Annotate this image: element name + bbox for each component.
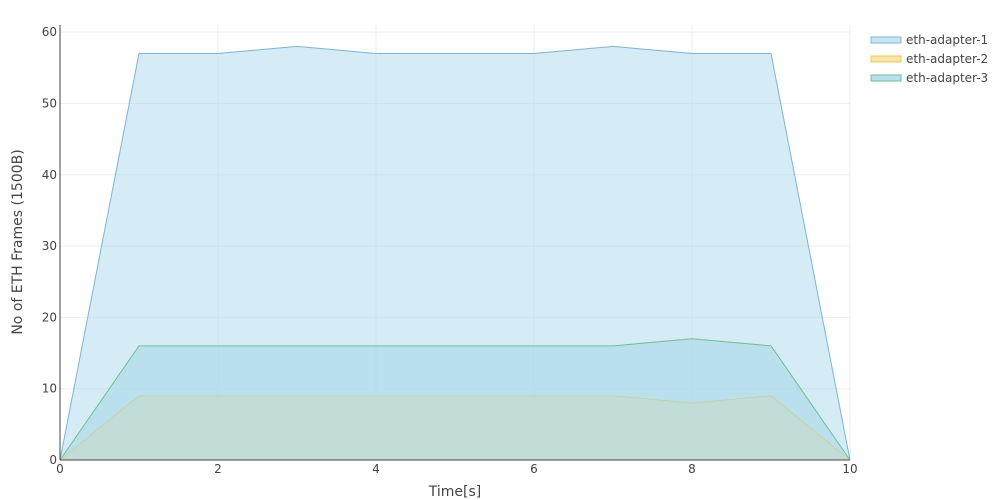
area-fill-eth-adapter-3 (60, 338, 850, 460)
x-tick-label: 0 (56, 462, 64, 476)
axes (59, 25, 850, 461)
legend-swatch-eth-adapter-1[interactable] (870, 36, 902, 44)
legend-swatch-eth-adapter-3[interactable] (870, 74, 902, 82)
legend-label-eth-adapter-2[interactable]: eth-adapter-2 (906, 52, 988, 66)
x-axis-title: Time[s] (428, 484, 481, 500)
x-tick-label: 10 (842, 462, 857, 476)
x-tick-label: 2 (214, 462, 222, 476)
x-tick-label: 8 (688, 462, 696, 476)
x-tick-label: 6 (530, 462, 538, 476)
y-tick-label: 30 (42, 239, 57, 253)
y-tick-label: 0 (49, 453, 57, 467)
x-tick-label: 4 (372, 462, 380, 476)
legend-swatch-eth-adapter-2[interactable] (870, 55, 902, 63)
y-tick-label: 20 (42, 310, 57, 324)
series-line-eth-adapter-3 (59, 338, 851, 461)
y-tick-label: 50 (42, 96, 57, 110)
y-axis-title: No of ETH Frames (1500B) (10, 149, 26, 334)
y-tick-label: 60 (42, 25, 57, 39)
series-line-eth-adapter-1 (59, 45, 851, 461)
series-areas (59, 45, 851, 461)
tick-labels: 0 10 20 30 40 50 60 0 2 4 6 8 10 (42, 25, 858, 476)
legend-label-eth-adapter-3[interactable]: eth-adapter-3 (906, 71, 988, 85)
legend: eth-adapter-1 eth-adapter-2 eth-adapter-3 (870, 33, 988, 85)
y-tick-label: 40 (42, 168, 57, 182)
y-tick-label: 10 (42, 382, 57, 396)
legend-label-eth-adapter-1[interactable]: eth-adapter-1 (906, 33, 988, 47)
